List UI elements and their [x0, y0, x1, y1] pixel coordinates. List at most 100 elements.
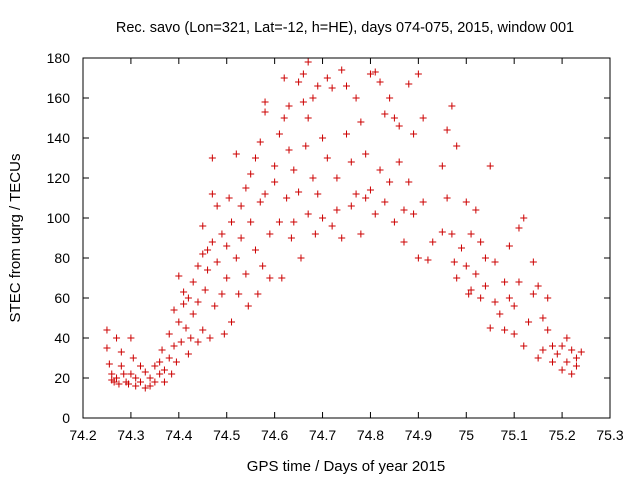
- data-point: [304, 210, 312, 218]
- data-point: [304, 58, 312, 66]
- data-point: [180, 288, 188, 296]
- data-point: [563, 334, 571, 342]
- data-point: [465, 290, 473, 298]
- data-point: [208, 238, 216, 246]
- data-point: [213, 202, 221, 210]
- data-point: [328, 222, 336, 230]
- data-point: [333, 206, 341, 214]
- data-point: [410, 130, 418, 138]
- data-point: [204, 266, 212, 274]
- y-tick-label: 120: [47, 170, 71, 186]
- data-point: [453, 274, 461, 282]
- data-point: [194, 262, 202, 270]
- data-point: [453, 142, 461, 150]
- data-point: [266, 230, 274, 238]
- data-point: [156, 370, 164, 378]
- data-point: [472, 270, 480, 278]
- data-point: [280, 114, 288, 122]
- data-point: [177, 338, 185, 346]
- data-point: [175, 272, 183, 280]
- data-point: [419, 114, 427, 122]
- data-point: [467, 230, 475, 238]
- data-point: [235, 290, 243, 298]
- data-point: [208, 154, 216, 162]
- data-point: [218, 230, 226, 238]
- data-point: [132, 382, 140, 390]
- data-point: [515, 278, 523, 286]
- data-point: [501, 278, 509, 286]
- data-point: [319, 134, 327, 142]
- data-point: [199, 250, 207, 258]
- data-point: [129, 354, 137, 362]
- data-point: [347, 158, 355, 166]
- data-point: [160, 366, 168, 374]
- data-point: [568, 346, 576, 354]
- data-point: [438, 162, 446, 170]
- data-point: [151, 362, 159, 370]
- data-point: [295, 188, 303, 196]
- data-point: [199, 326, 207, 334]
- data-point: [539, 314, 547, 322]
- data-point: [194, 298, 202, 306]
- data-point: [539, 346, 547, 354]
- data-point: [419, 198, 427, 206]
- data-point: [266, 274, 274, 282]
- y-tick-label: 0: [62, 410, 70, 426]
- y-tick-label: 40: [54, 330, 70, 346]
- data-point: [261, 108, 269, 116]
- data-point: [381, 198, 389, 206]
- data-point: [311, 230, 319, 238]
- data-points: [103, 58, 585, 392]
- data-point: [505, 294, 513, 302]
- data-point: [187, 334, 195, 342]
- data-point: [549, 358, 557, 366]
- data-point: [110, 378, 118, 386]
- data-point: [259, 262, 267, 270]
- data-point: [467, 286, 475, 294]
- y-tick-label: 100: [47, 210, 71, 226]
- data-point: [534, 354, 542, 362]
- y-tick-label: 160: [47, 90, 71, 106]
- data-point: [256, 138, 264, 146]
- data-point: [443, 126, 451, 134]
- plot-frame: [82, 57, 611, 419]
- data-point: [244, 302, 252, 310]
- data-point: [390, 218, 398, 226]
- data-point: [529, 290, 537, 298]
- data-point: [120, 370, 128, 378]
- data-point: [386, 94, 394, 102]
- data-point: [242, 184, 250, 192]
- data-point: [194, 338, 202, 346]
- data-point: [172, 358, 180, 366]
- data-point: [568, 370, 576, 378]
- data-point: [271, 178, 279, 186]
- data-point: [278, 274, 286, 282]
- data-point: [168, 370, 176, 378]
- data-point: [127, 334, 135, 342]
- data-point: [362, 194, 370, 202]
- data-point: [491, 298, 499, 306]
- data-point: [146, 382, 154, 390]
- chart-title: Rec. savo (Lon=321, Lat=-12, h=HE), days…: [116, 20, 574, 36]
- data-point: [333, 174, 341, 182]
- data-point: [283, 194, 291, 202]
- data-point: [180, 300, 188, 308]
- data-point: [429, 238, 437, 246]
- axis-ticks: [82, 57, 611, 419]
- data-point: [299, 70, 307, 78]
- data-point: [280, 74, 288, 82]
- data-point: [534, 282, 542, 290]
- data-point: [496, 310, 504, 318]
- data-point: [158, 346, 166, 354]
- data-point: [448, 230, 456, 238]
- data-point: [261, 98, 269, 106]
- data-point: [237, 202, 245, 210]
- data-point: [366, 186, 374, 194]
- data-point: [414, 254, 422, 262]
- y-axis-title: STEC from uqrg / TECUs: [7, 154, 24, 323]
- data-point: [400, 206, 408, 214]
- data-point: [424, 256, 432, 264]
- data-point: [256, 198, 264, 206]
- data-point: [117, 362, 125, 370]
- data-point: [457, 244, 465, 252]
